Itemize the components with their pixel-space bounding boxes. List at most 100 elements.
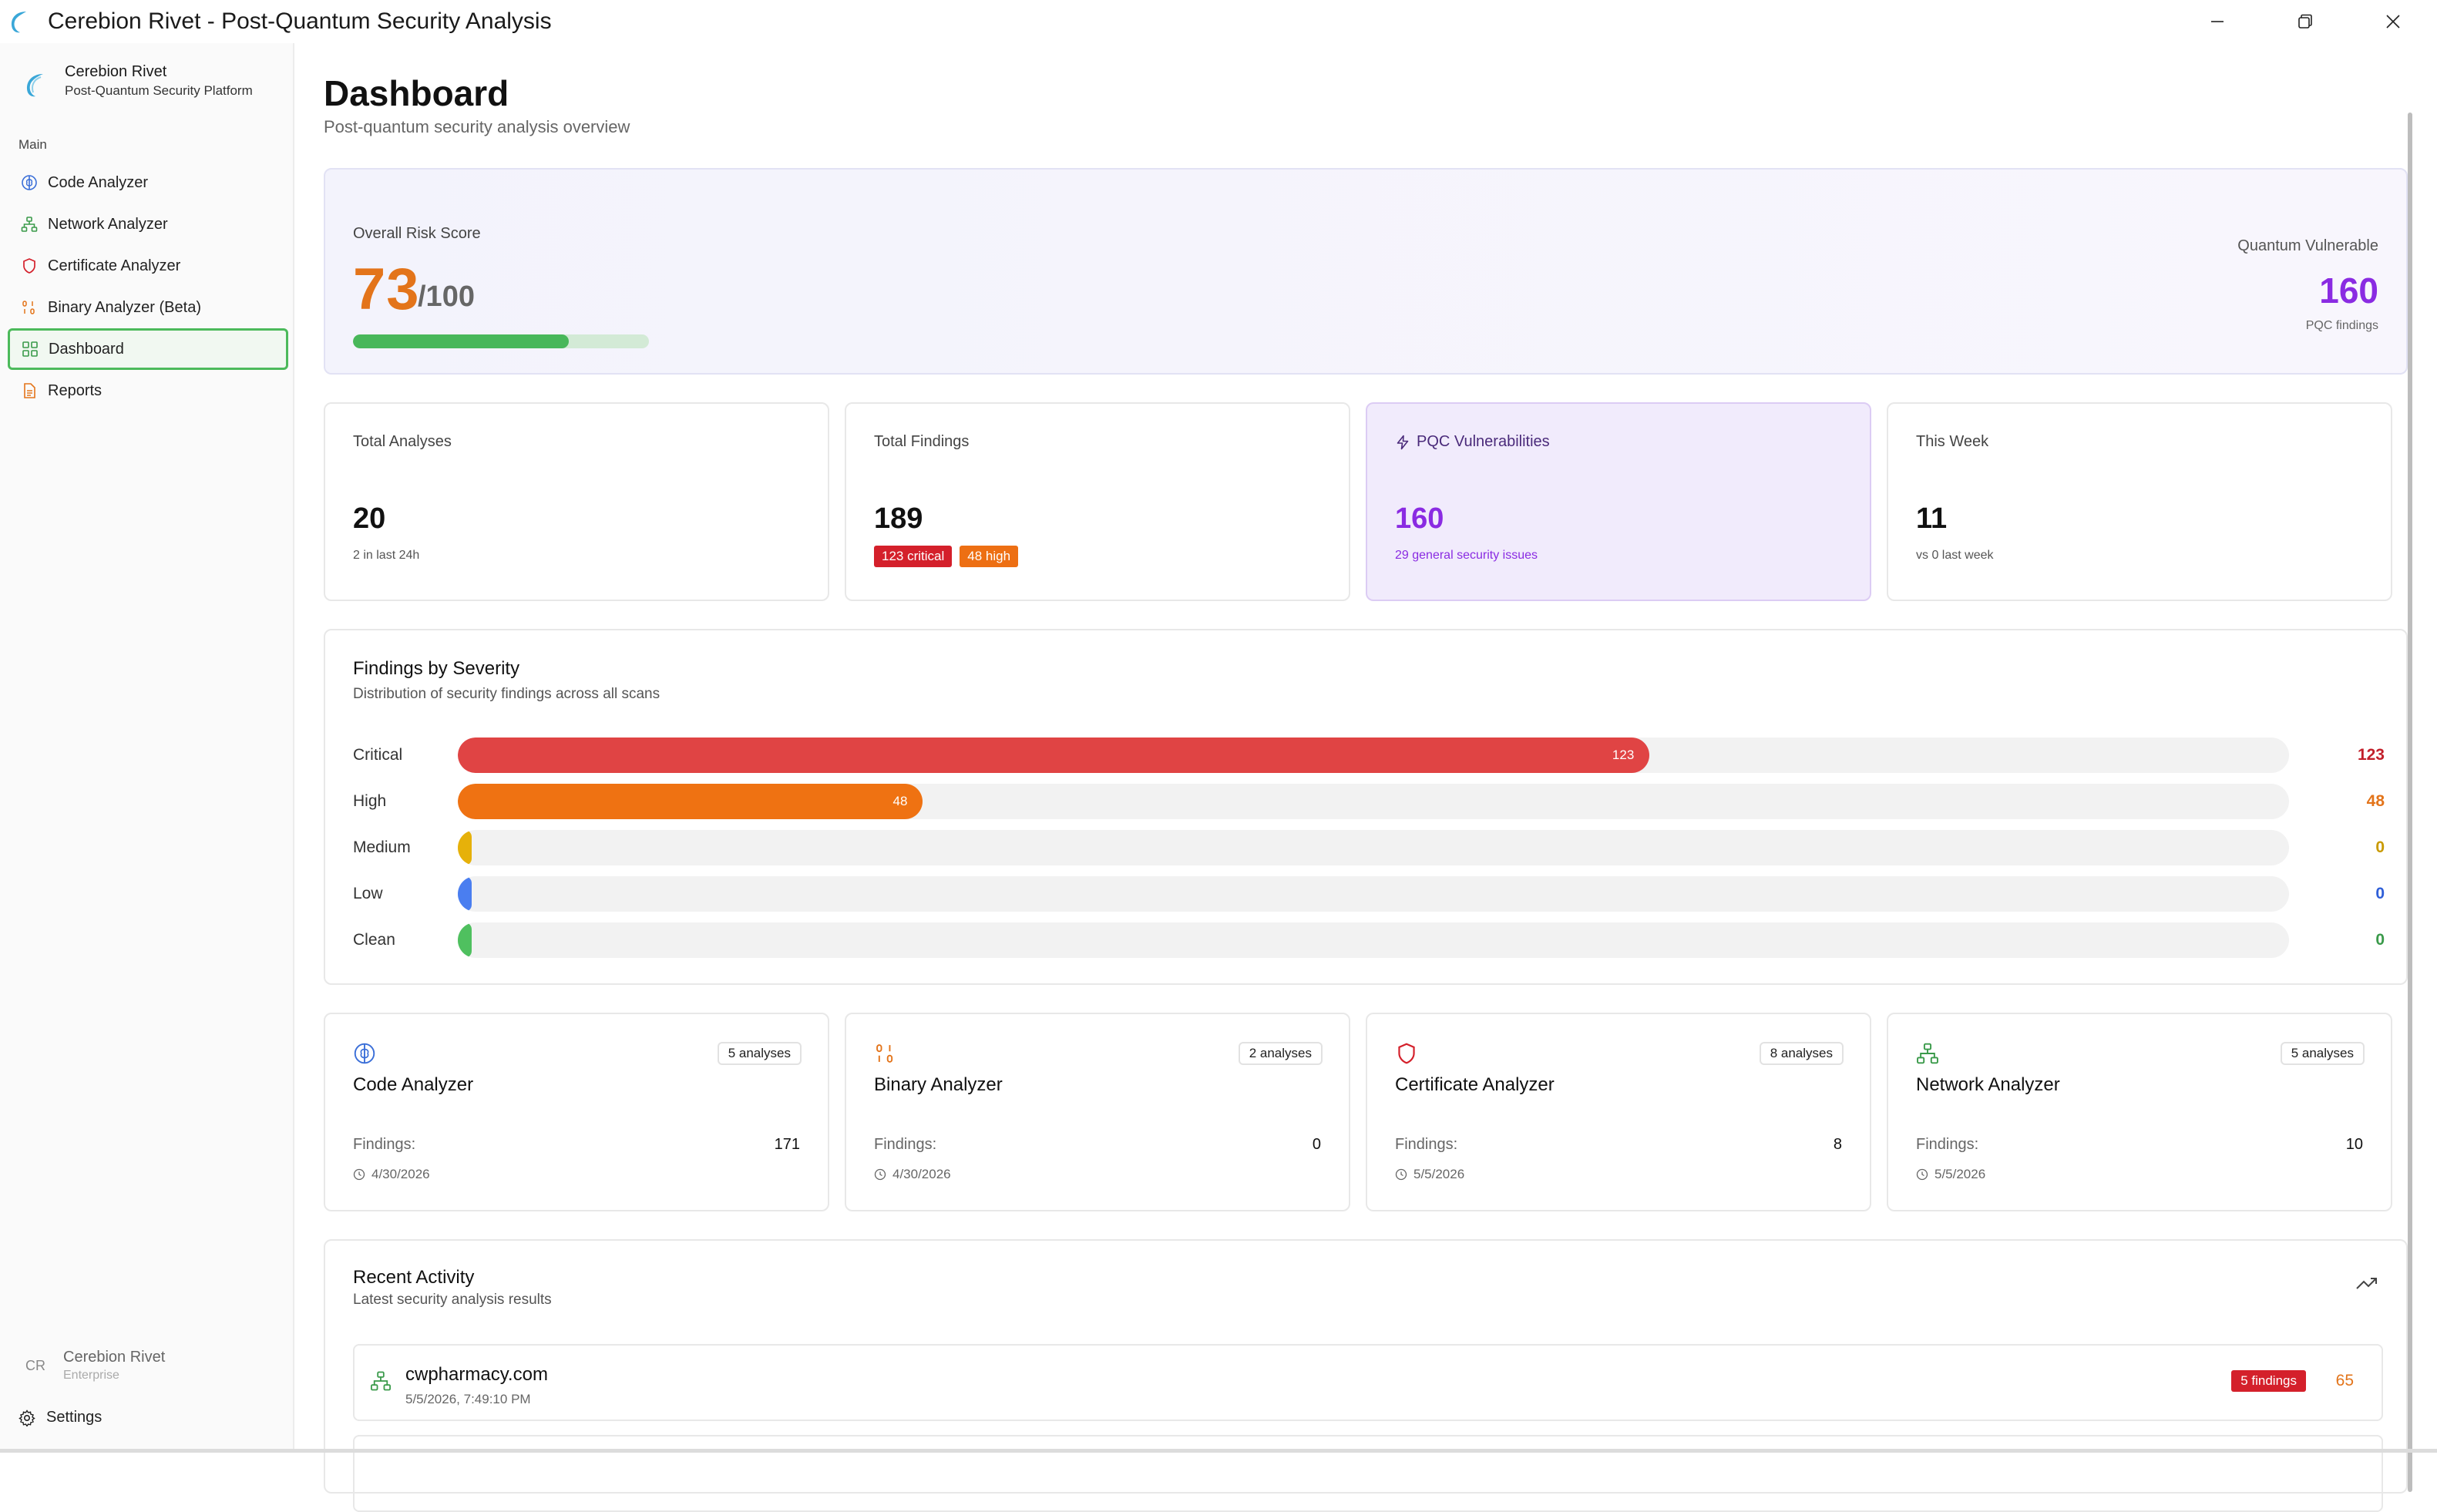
severity-name: Medium [353,838,411,856]
trending-up-icon [2356,1278,2377,1289]
risk-score-bar-fill [353,334,570,348]
analyzer-card-code[interactable]: 5 analyses Code Analyzer Findings: 171 4… [324,1013,829,1211]
severity-count: 0 [2375,885,2385,902]
account-name: Cerebion Rivet [63,1349,166,1366]
analyzer-name: Code Analyzer [353,1074,474,1095]
stat-label: Total Findings [874,433,970,450]
severity-track: 123 [458,738,2289,773]
severity-row-clean: Clean 0 [353,917,2385,963]
recent-activity-subtitle: Latest security analysis results [353,1292,552,1308]
binary-icon [20,298,39,317]
stat-card-pqc-vulnerabilities: PQC Vulnerabilities 160 29 general secur… [1366,402,1871,601]
findings-label: Findings: [1916,1136,1979,1153]
analyzer-name: Binary Analyzer [874,1074,1003,1095]
activity-host: cwpharmacy.com [405,1364,548,1385]
stat-label: PQC Vulnerabilities [1395,433,1550,451]
stat-label-text: PQC Vulnerabilities [1417,433,1550,450]
minimize-icon [2211,21,2224,22]
severity-name: Low [353,885,383,902]
analyses-count-pill: 5 analyses [2280,1042,2365,1065]
last-run-date: 5/5/2026 [1395,1167,1464,1182]
date-text: 5/5/2026 [1413,1167,1465,1181]
sidebar-item-network-analyzer[interactable]: Network Analyzer [8,203,288,245]
severity-row-medium: Medium 0 [353,825,2385,871]
stat-card-total-analyses: Total Analyses 20 2 in last 24h [324,402,829,601]
quantum-vulnerable-label: Quantum Vulnerable [2237,237,2378,254]
findings-label: Findings: [874,1136,937,1153]
sidebar-item-label: Binary Analyzer (Beta) [48,298,201,316]
analyzer-card-certificate[interactable]: 8 analyses Certificate Analyzer Findings… [1366,1013,1871,1211]
sidebar-item-certificate-analyzer[interactable]: Certificate Analyzer [8,245,288,287]
grid-icon [21,340,39,358]
page-subtitle: Post-quantum security analysis overview [324,117,630,136]
quantum-vulnerable-sub: PQC findings [2305,319,2378,332]
last-run-date: 4/30/2026 [353,1167,430,1182]
severity-name: Clean [353,931,395,949]
severity-bar-critical: 123 [458,738,1650,773]
activity-item[interactable]: cwpharmacy.com 5/5/2026, 7:49:10 PM 5 fi… [353,1344,2383,1421]
critical-badge: 123 critical [874,546,953,567]
brain-icon [354,1043,375,1064]
stat-sub: 29 general security issues [1395,549,1538,562]
severity-track: 48 [458,784,2289,819]
stat-card-total-findings: Total Findings 189 123 critical 48 high [845,402,1350,601]
clock-icon [353,1168,365,1181]
risk-score-label: Overall Risk Score [353,225,481,242]
analyses-count-pill: 5 analyses [717,1042,802,1065]
findings-value: 8 [1833,1136,1842,1153]
settings-button[interactable]: Settings [18,1409,102,1426]
network-icon [20,215,39,234]
network-icon [1917,1043,1938,1064]
severity-bar-low [458,876,472,912]
minimize-button[interactable] [2173,0,2261,43]
sidebar-item-reports[interactable]: Reports [8,370,288,412]
window-bottom-border [0,1449,2437,1453]
sidebar-item-code-analyzer[interactable]: Code Analyzer [8,162,288,203]
account-info[interactable]: CR Cerebion Rivet Enterprise [18,1349,165,1383]
severity-rows: Critical 123 123 High 48 48 Medium 0 [353,732,2385,963]
sidebar-item-label: Code Analyzer [48,173,149,191]
findings-label: Findings: [353,1136,416,1153]
risk-score-bar [353,334,649,348]
activity-item[interactable] [353,1435,2383,1512]
window-controls [2173,0,2437,43]
sidebar-nav: Code Analyzer Network Analyzer Certifica… [8,162,288,412]
stat-value: 20 [353,502,386,535]
analyzer-card-binary[interactable]: 2 analyses Binary Analyzer Findings: 0 4… [845,1013,1350,1211]
clock-icon [1916,1168,1928,1181]
stat-label: Total Analyses [353,433,452,450]
gear-icon [18,1409,35,1426]
close-icon [2386,15,2400,29]
findings-value: 171 [774,1136,800,1153]
brand: Cerebion Rivet Post-Quantum Security Pla… [20,63,253,100]
restore-button[interactable] [2261,0,2349,43]
analyses-count-pill: 8 analyses [1759,1042,1844,1065]
severity-row-high: High 48 48 [353,778,2385,825]
binary-icon [876,1044,893,1063]
risk-score-value: 73 [353,257,420,322]
findings-value: 0 [1312,1136,1321,1153]
brain-icon [20,173,39,192]
severity-count: 48 [2366,792,2385,810]
main-content: Dashboard Post-quantum security analysis… [296,43,2414,1512]
date-text: 5/5/2026 [1934,1167,1986,1181]
analyzer-card-network[interactable]: 5 analyses Network Analyzer Findings: 10… [1887,1013,2392,1211]
window-title: Cerebion Rivet - Post-Quantum Security A… [48,8,552,34]
stat-card-this-week: This Week 11 vs 0 last week [1887,402,2392,601]
sidebar-item-binary-analyzer[interactable]: Binary Analyzer (Beta) [8,287,288,328]
close-button[interactable] [2349,0,2437,43]
stat-label: This Week [1916,433,1989,450]
last-run-date: 4/30/2026 [874,1167,951,1182]
severity-track [458,922,2289,958]
shield-icon [1398,1043,1415,1064]
network-icon [371,1371,391,1391]
document-icon [20,381,39,400]
sidebar-item-dashboard[interactable]: Dashboard [8,328,288,370]
shield-icon [20,257,39,275]
severity-count: 0 [2375,838,2385,856]
stat-value: 11 [1916,502,1948,535]
scrollbar[interactable] [2408,113,2412,1492]
nav-section-label: Main [18,137,47,152]
date-text: 4/30/2026 [371,1167,430,1181]
quantum-vulnerable-value: 160 [2319,270,2378,311]
